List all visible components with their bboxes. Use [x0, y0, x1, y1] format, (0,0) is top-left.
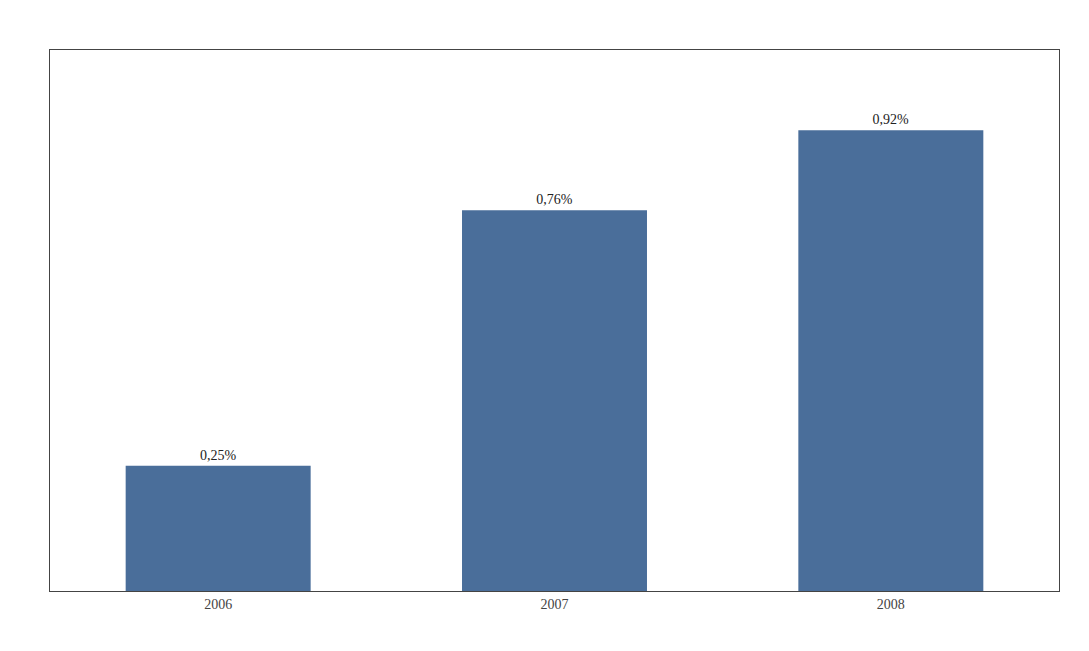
svg-text:0,25%: 0,25%: [200, 448, 237, 463]
svg-text:2007: 2007: [541, 597, 569, 612]
svg-text:2008: 2008: [877, 597, 905, 612]
svg-text:2006: 2006: [204, 597, 232, 612]
svg-text:0,92%: 0,92%: [873, 112, 910, 127]
svg-text:0,76%: 0,76%: [536, 192, 573, 207]
